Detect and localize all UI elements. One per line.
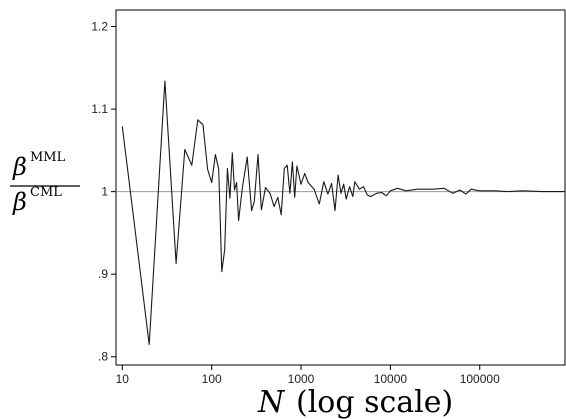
y-axis-title: β MML β CML	[10, 150, 80, 216]
y-tick-label: .9	[98, 267, 108, 281]
y-tick-label: 1	[101, 185, 108, 199]
y-tick-label: 1.2	[91, 20, 108, 34]
y-tick-label: 1.1	[91, 102, 108, 116]
y-tick-label: .8	[98, 350, 108, 364]
y-title-denominator-base: β	[12, 188, 27, 216]
x-tick-label: 1000	[288, 372, 315, 386]
y-title-numerator-base: β	[12, 153, 27, 181]
x-tick-label: 10	[116, 372, 130, 386]
x-title-suffix: (log scale)	[296, 385, 453, 419]
y-title-numerator-sup: MML	[30, 150, 66, 165]
x-axis: 10 100 1000 10000 100000	[116, 365, 500, 386]
x-tick-label: 10000	[374, 372, 408, 386]
x-tick-label: 100000	[460, 372, 500, 386]
y-axis: .8 .9 1 1.1 1.2	[91, 20, 116, 364]
y-title-denominator-sup: CML	[30, 185, 62, 200]
series-line	[121, 80, 565, 345]
x-tick-label: 100	[202, 372, 222, 386]
plot-frame	[115, 9, 566, 366]
x-title-variable: N	[257, 385, 286, 419]
x-axis-title: N (log scale)	[257, 385, 453, 419]
